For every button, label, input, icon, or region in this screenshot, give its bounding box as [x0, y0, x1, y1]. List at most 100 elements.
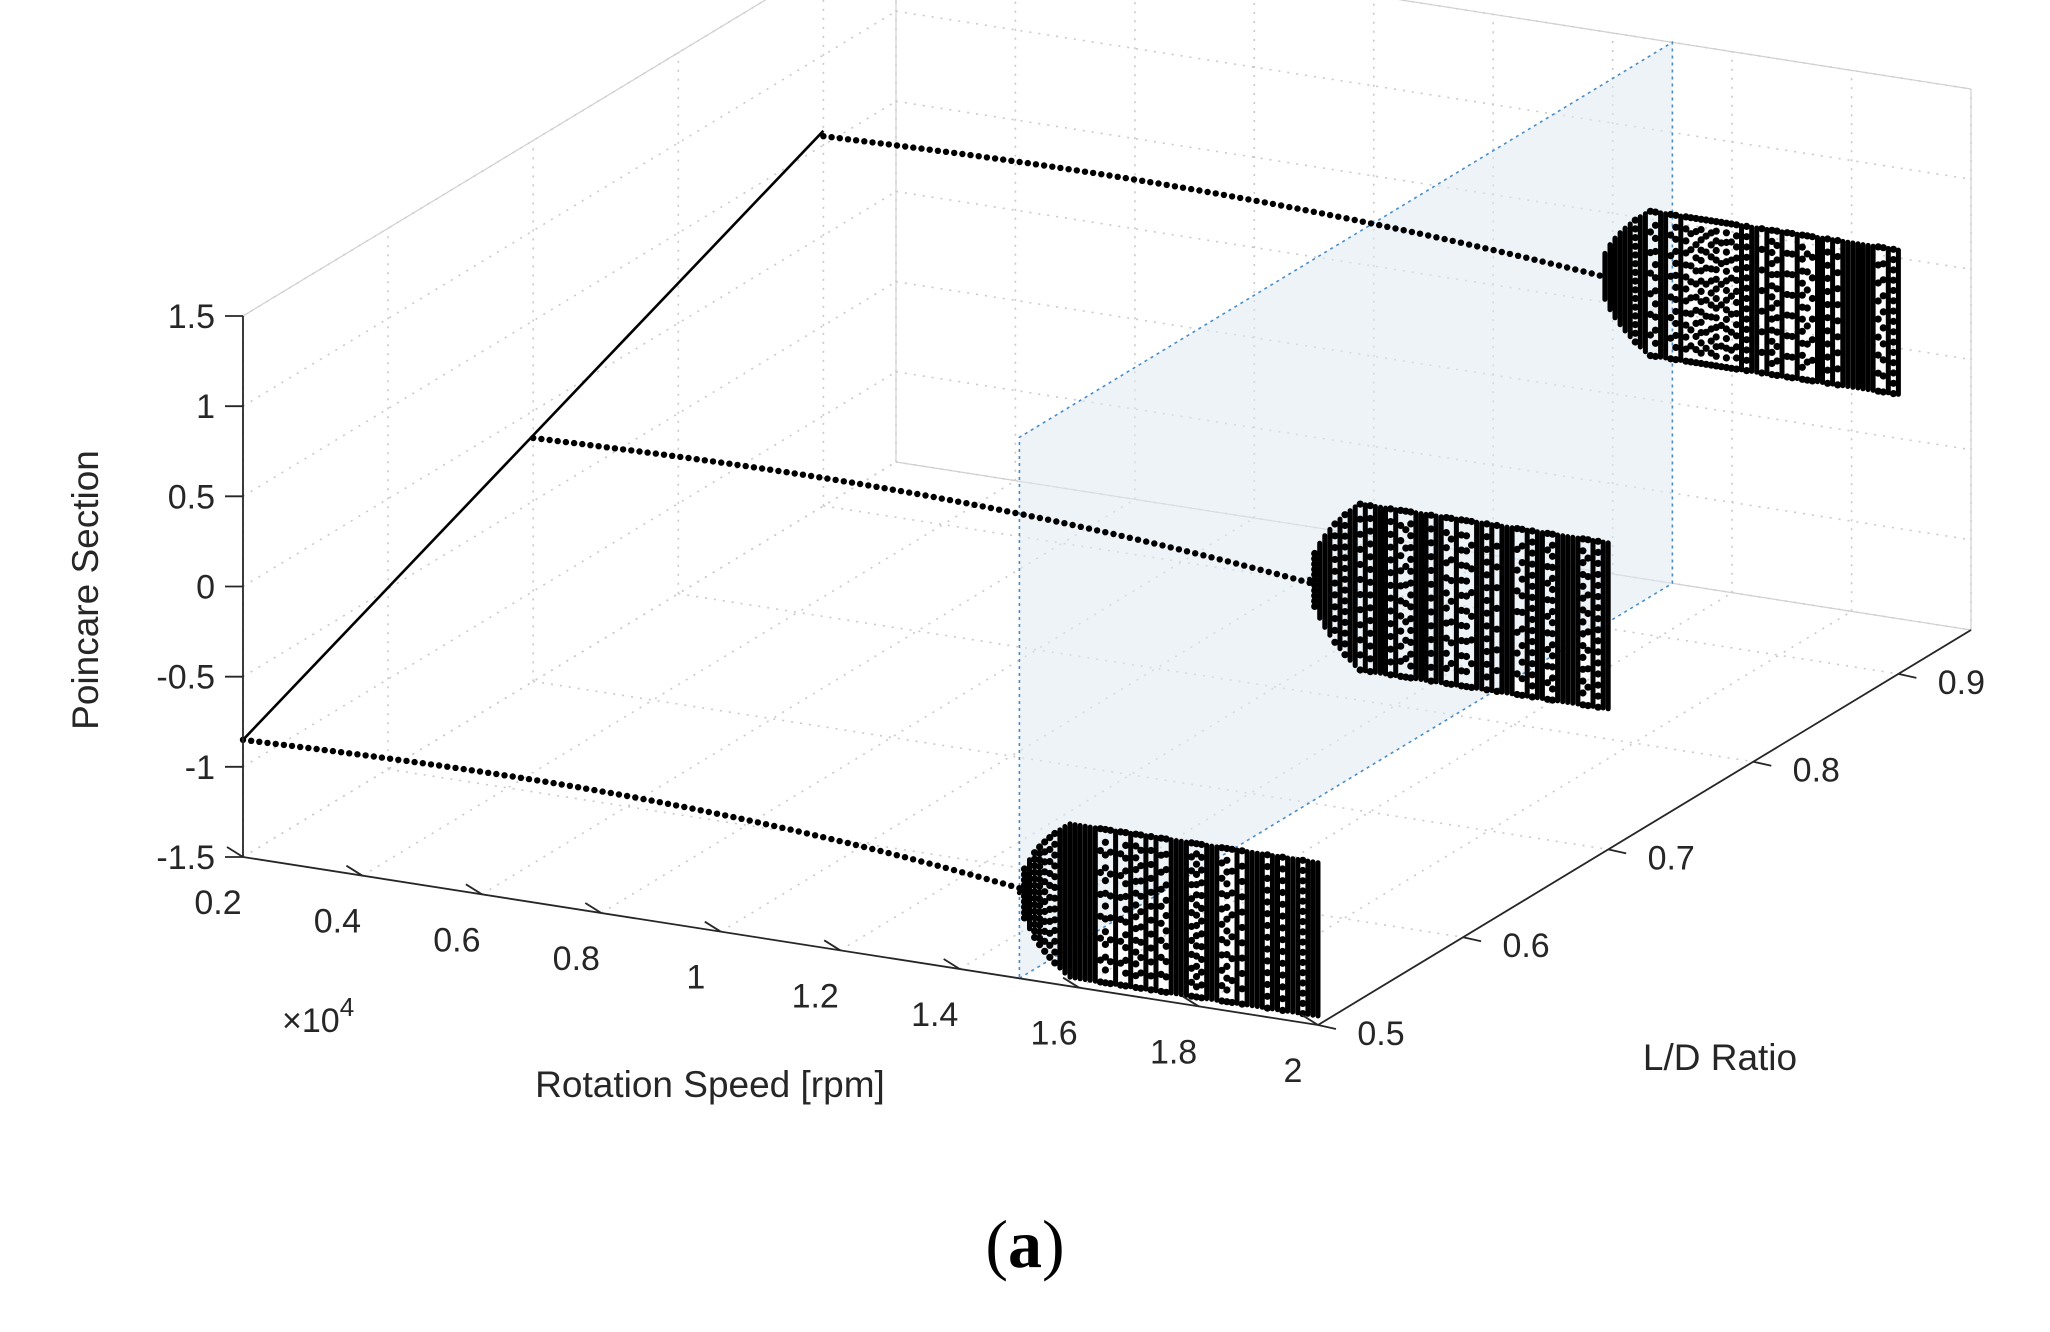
- side-wall-grid-line: [242, 190, 897, 588]
- chaotic-point: [1834, 317, 1842, 325]
- chaotic-point: [1192, 850, 1201, 858]
- chaotic-point: [1366, 617, 1374, 625]
- chaotic-point: [1594, 604, 1602, 612]
- chaotic-point: [1299, 979, 1307, 987]
- chaotic-point: [1651, 300, 1660, 308]
- back-wall-grid-line: [895, 10, 1972, 180]
- chaotic-point: [1874, 315, 1882, 323]
- chaotic-point: [1132, 960, 1140, 968]
- chaotic-point: [1263, 957, 1271, 965]
- chaotic-point: [1798, 291, 1806, 299]
- chaotic-point: [1672, 247, 1680, 255]
- chaotic-point: [1162, 896, 1170, 904]
- chaotic-point: [1631, 260, 1639, 268]
- chaotic-point: [1122, 854, 1130, 862]
- chaotic-point: [1834, 381, 1842, 389]
- chaotic-point: [1594, 570, 1602, 579]
- chaotic-point: [1238, 954, 1246, 962]
- periodic-point: [1506, 250, 1514, 258]
- periodic-point: [1016, 885, 1023, 892]
- chaotic-point: [1768, 260, 1776, 268]
- chaotic-point: [1732, 298, 1741, 307]
- chaotic-point: [1743, 356, 1751, 364]
- chaotic-point: [1427, 649, 1435, 658]
- chaotic-point: [1263, 969, 1271, 977]
- chaotic-point: [1407, 508, 1415, 516]
- chaotic-point: [1579, 618, 1587, 626]
- chaotic-point: [1447, 577, 1455, 585]
- periodic-point: [889, 486, 896, 493]
- chaotic-point: [1518, 642, 1526, 650]
- chaotic-point: [1442, 529, 1450, 537]
- periodic-point: [1196, 187, 1203, 194]
- periodic-point: [885, 849, 892, 857]
- chaotic-point: [1528, 560, 1536, 568]
- back-wall-grid-line: [895, 280, 1972, 451]
- chaotic-point: [1732, 232, 1741, 240]
- periodic-point: [877, 847, 884, 855]
- chaotic-point: [1356, 560, 1364, 569]
- periodic-point: [955, 498, 962, 505]
- chaotic-point: [1366, 514, 1374, 523]
- periodic-point: [485, 769, 492, 776]
- chaotic-point: [1427, 594, 1435, 602]
- chaotic-point: [1594, 659, 1602, 667]
- periodic-point: [979, 503, 986, 510]
- periodic-point: [881, 485, 888, 492]
- chaotic-point: [1732, 276, 1741, 284]
- chaotic-point: [1051, 937, 1059, 945]
- periodic-point: [1188, 185, 1195, 193]
- chaotic-point: [1548, 663, 1557, 671]
- chaotic-point: [1263, 921, 1271, 930]
- chaotic-point: [1717, 321, 1725, 330]
- chaotic-point: [1528, 527, 1536, 535]
- chaotic-point: [1122, 918, 1130, 926]
- chaotic-point: [1366, 553, 1374, 561]
- periodic-point: [902, 143, 909, 150]
- periodic-point: [987, 504, 995, 512]
- periodic-point: [1273, 570, 1281, 578]
- periodic-point: [1147, 179, 1154, 186]
- periodic-point: [1384, 223, 1391, 230]
- periodic-point: [885, 141, 892, 148]
- chaotic-point: [1311, 549, 1319, 558]
- periodic-point: [636, 448, 643, 455]
- periodic-point: [1588, 270, 1595, 277]
- periodic-point: [799, 471, 807, 478]
- chaotic-point: [1299, 918, 1307, 926]
- chaotic-point: [1331, 567, 1339, 575]
- chaotic-point: [1157, 936, 1165, 945]
- chaotic-point: [1132, 854, 1140, 862]
- chaotic-point: [1427, 525, 1435, 533]
- periodic-point: [280, 741, 288, 749]
- floor-grid-line: [720, 536, 1375, 933]
- chaotic-point: [1198, 853, 1206, 861]
- x-axis-line: [242, 856, 1319, 1026]
- chaotic-point: [1743, 315, 1751, 323]
- chaotic-point: [1106, 870, 1115, 878]
- periodic-point: [1130, 176, 1138, 183]
- periodic-point: [852, 137, 860, 144]
- side-wall-grid-line: [242, 461, 897, 858]
- chaotic-point: [1707, 289, 1715, 297]
- periodic-point: [856, 480, 864, 488]
- chaotic-point: [1518, 608, 1526, 617]
- chaotic-point: [1311, 581, 1319, 589]
- chaotic-point: [1228, 845, 1236, 853]
- chaotic-point: [1493, 687, 1501, 696]
- periodic-point: [1265, 568, 1272, 576]
- periodic-point: [1416, 230, 1424, 237]
- x-tick: [823, 939, 841, 952]
- chaotic-point: [1051, 829, 1059, 838]
- chaotic-point: [1407, 603, 1415, 611]
- chaotic-point: [1046, 857, 1054, 866]
- periodic-point: [918, 145, 925, 152]
- periodic-point: [860, 843, 868, 851]
- chaotic-point: [1543, 645, 1552, 654]
- chaotic-point: [1889, 390, 1897, 398]
- chaotic-point: [1041, 888, 1049, 896]
- chaotic-point: [1192, 973, 1201, 981]
- chaotic-point: [1722, 248, 1730, 256]
- chaotic-point: [1311, 555, 1319, 563]
- chaotic-point: [1238, 847, 1246, 855]
